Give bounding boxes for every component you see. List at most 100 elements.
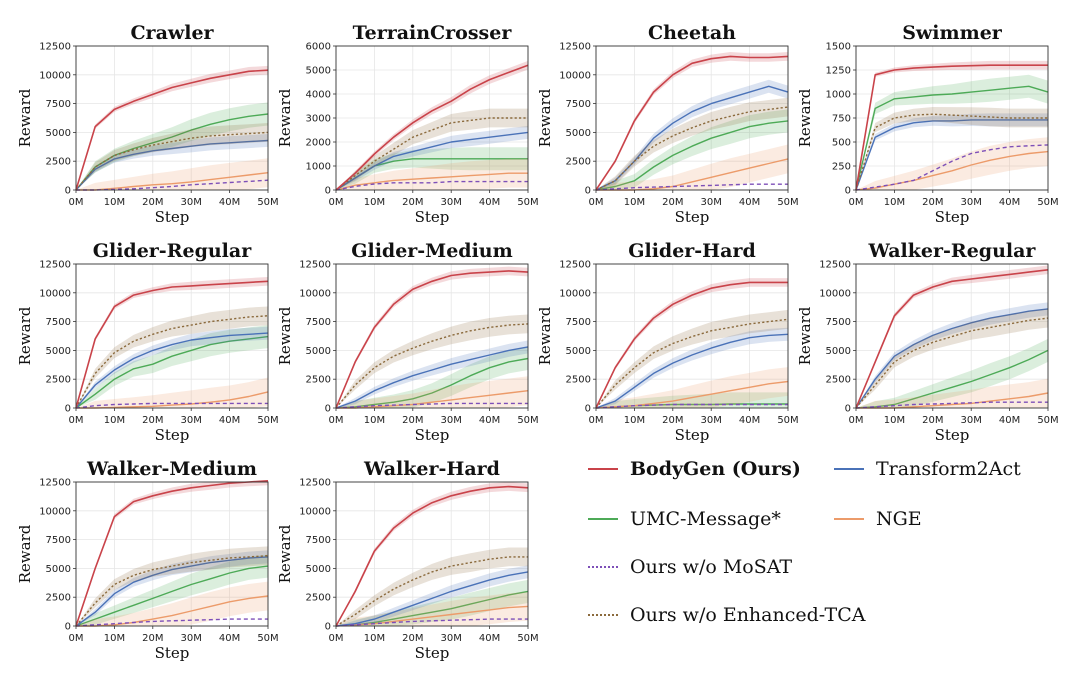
ytick-label: 1000	[306, 162, 331, 173]
legend-swatch-nomosat	[588, 566, 618, 568]
band-umc	[856, 74, 1048, 190]
legend-item-ours: BodyGen (Ours)	[588, 458, 801, 480]
xtick-label: 30M	[961, 197, 982, 208]
xtick-label: 20M	[142, 197, 163, 208]
xtick-label: 0M	[329, 633, 344, 644]
ytick-label: 7500	[46, 535, 71, 546]
band-notca	[336, 108, 528, 190]
series-line-t2a	[335, 571, 529, 627]
xtick-label: 50M	[257, 197, 278, 208]
x-axis-label: Step	[415, 426, 450, 444]
legend-label-t2a: Transform2Act	[876, 458, 1021, 480]
series-line-notca	[335, 556, 528, 627]
ytick-label: 0	[325, 404, 331, 415]
series-line-t2a	[75, 556, 269, 627]
ytick-label: 2500	[566, 157, 591, 168]
legend-item-t2a: Transform2Act	[834, 458, 1021, 480]
band-nge	[596, 367, 788, 408]
xtick-label: 20M	[402, 415, 423, 426]
ytick-label: 10000	[39, 506, 71, 517]
ytick-label: 12500	[559, 260, 591, 271]
chart-title: Glider-Medium	[351, 240, 512, 262]
band-umc	[336, 147, 528, 190]
band-nge	[336, 592, 528, 626]
ytick-label: 2500	[566, 375, 591, 386]
series-line-ours	[335, 270, 529, 409]
ytick-label: 12500	[39, 42, 71, 53]
band-umc	[336, 579, 528, 626]
xtick-label: 50M	[1037, 197, 1058, 208]
xtick-label: 30M	[441, 415, 462, 426]
xtick-label: 10M	[104, 633, 125, 644]
series-line-notca	[855, 113, 1048, 191]
chart-title: Glider-Hard	[628, 240, 756, 262]
xtick-label: 40M	[999, 415, 1020, 426]
ytick-label: 5000	[46, 128, 71, 139]
x-axis-label: Step	[675, 426, 710, 444]
series-line-ours	[595, 55, 789, 191]
ytick-label: 750	[832, 114, 851, 125]
band-nge	[76, 158, 268, 190]
ytick-label: 7500	[46, 317, 71, 328]
series-line-notca	[595, 106, 789, 191]
band-notca	[856, 308, 1048, 408]
series-line-umc	[855, 349, 1049, 409]
ytick-label: 12500	[39, 260, 71, 271]
chart-panel: 0 2500 5000 7500 10000 12500 0M 10M 20M 30M 40M 50M…	[536, 22, 799, 226]
band-ours	[76, 65, 268, 190]
xtick-label: 50M	[517, 197, 538, 208]
xtick-label: 50M	[777, 415, 798, 426]
xtick-label: 40M	[479, 415, 500, 426]
ytick-label: 2500	[46, 375, 71, 386]
ytick-label: 7500	[46, 99, 71, 110]
x-axis-label: Step	[675, 208, 710, 226]
chart-panel: 0 2500 5000 7500 10000 12500 0M 10M 20M 30M 40M 50M…	[16, 22, 279, 226]
ytick-label: 0	[65, 404, 71, 415]
chart-title: Glider-Regular	[93, 240, 252, 262]
series-line-nge	[76, 595, 269, 627]
band-t2a	[856, 113, 1048, 190]
series-line-t2a	[855, 119, 1048, 191]
series-line-notca	[75, 315, 269, 409]
y-axis-label: Reward	[276, 88, 294, 147]
xtick-label: 40M	[219, 415, 240, 426]
band-umc	[336, 346, 528, 408]
ytick-label: 250	[832, 162, 851, 173]
series-line-umc	[595, 120, 789, 191]
ytick-label: 0	[845, 186, 851, 197]
ytick-label: 5000	[566, 128, 591, 139]
band-nge	[76, 581, 268, 626]
chart-panel: 0 2500 5000 7500 10000 12500 0M 10M 20M 30M 40M 50M…	[16, 240, 279, 444]
chart-title: Cheetah	[648, 22, 736, 44]
ytick-label: 0	[325, 622, 331, 633]
y-axis-label: Reward	[16, 88, 34, 147]
series-line-umc	[75, 335, 269, 409]
series-line-t2a	[595, 85, 789, 191]
series-line-nge	[336, 390, 529, 409]
ytick-label: 10000	[39, 70, 71, 81]
ytick-label: 7500	[306, 535, 331, 546]
xtick-label: 50M	[1037, 415, 1058, 426]
series-line-t2a	[595, 333, 789, 409]
y-axis-label: Reward	[536, 306, 554, 365]
series-line-umc	[75, 565, 269, 627]
x-axis-label: Step	[415, 208, 450, 226]
xtick-label: 50M	[517, 415, 538, 426]
xtick-label: 40M	[479, 197, 500, 208]
ytick-label: 5000	[46, 564, 71, 575]
band-umc	[76, 102, 268, 190]
series-line-umc	[855, 85, 1049, 191]
xtick-label: 50M	[777, 197, 798, 208]
chart-title: TerrainCrosser	[353, 22, 513, 44]
xtick-label: 40M	[219, 197, 240, 208]
y-axis-label: Reward	[16, 524, 34, 583]
series-line-nge	[335, 172, 528, 191]
xtick-label: 10M	[364, 415, 385, 426]
xtick-label: 40M	[739, 415, 760, 426]
x-axis-label: Step	[155, 426, 190, 444]
chart-title: Crawler	[130, 22, 214, 44]
band-t2a	[76, 134, 268, 190]
series-line-ours	[75, 480, 269, 627]
xtick-label: 20M	[402, 633, 423, 644]
band-nge	[596, 144, 788, 190]
